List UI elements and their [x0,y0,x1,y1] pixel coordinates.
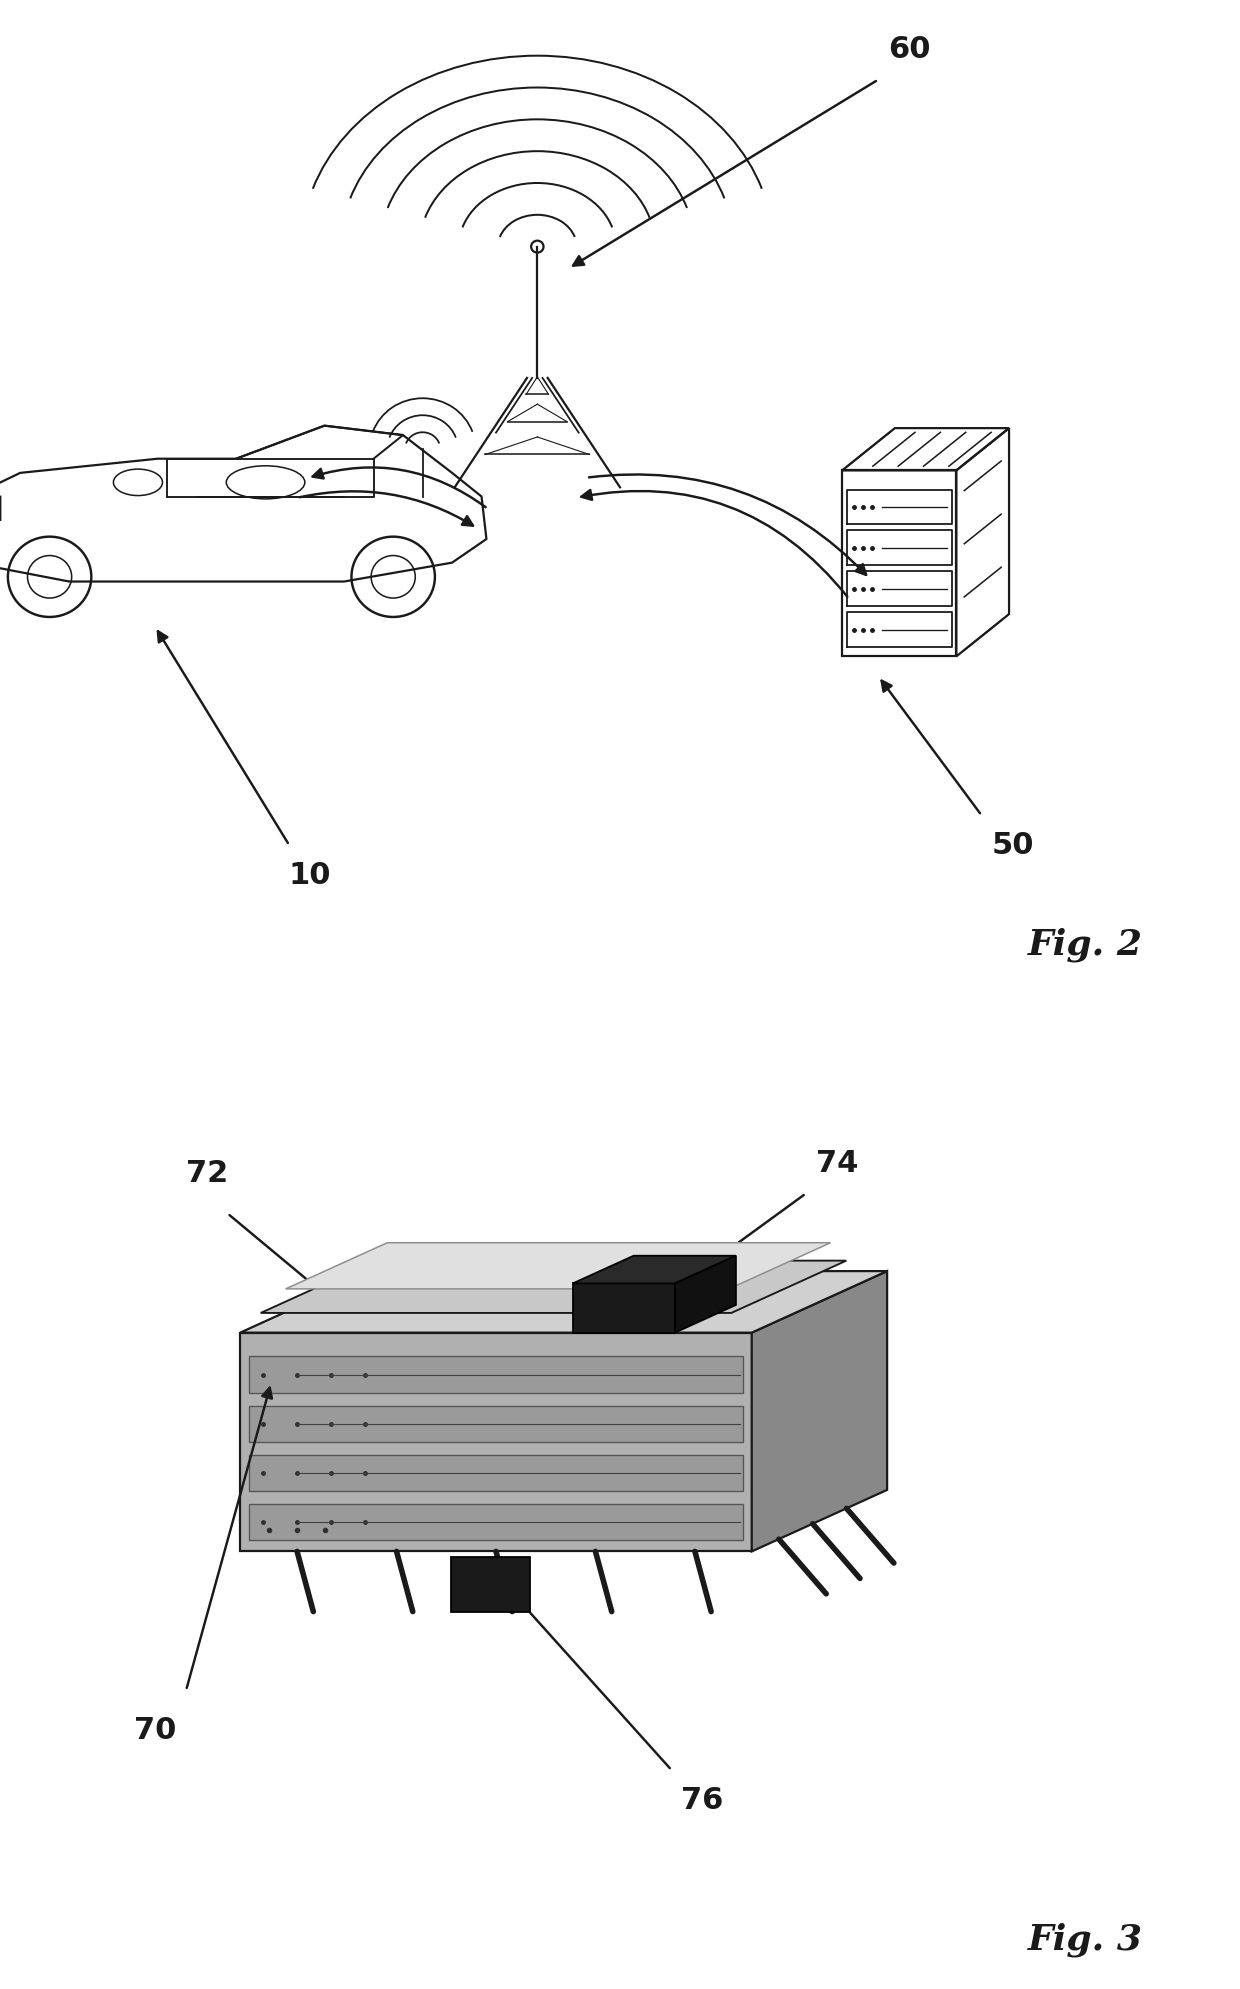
Polygon shape [675,1255,735,1333]
Polygon shape [249,1454,743,1492]
Polygon shape [751,1271,887,1551]
Text: 72: 72 [186,1160,228,1187]
Text: 50: 50 [992,831,1034,859]
Polygon shape [573,1255,735,1283]
Polygon shape [450,1557,529,1611]
Text: 60: 60 [888,36,930,64]
Polygon shape [249,1406,743,1442]
Polygon shape [260,1261,847,1313]
Text: Fig. 2: Fig. 2 [1028,927,1142,963]
Polygon shape [249,1504,743,1539]
Text: 70: 70 [134,1717,176,1744]
Polygon shape [573,1283,675,1333]
Text: 76: 76 [682,1786,724,1814]
Text: 74: 74 [816,1150,858,1177]
Text: Fig. 3: Fig. 3 [1028,1921,1142,1957]
Polygon shape [241,1271,887,1333]
Polygon shape [241,1333,751,1551]
Text: 10: 10 [289,861,331,889]
Polygon shape [249,1356,743,1392]
Polygon shape [285,1243,831,1289]
